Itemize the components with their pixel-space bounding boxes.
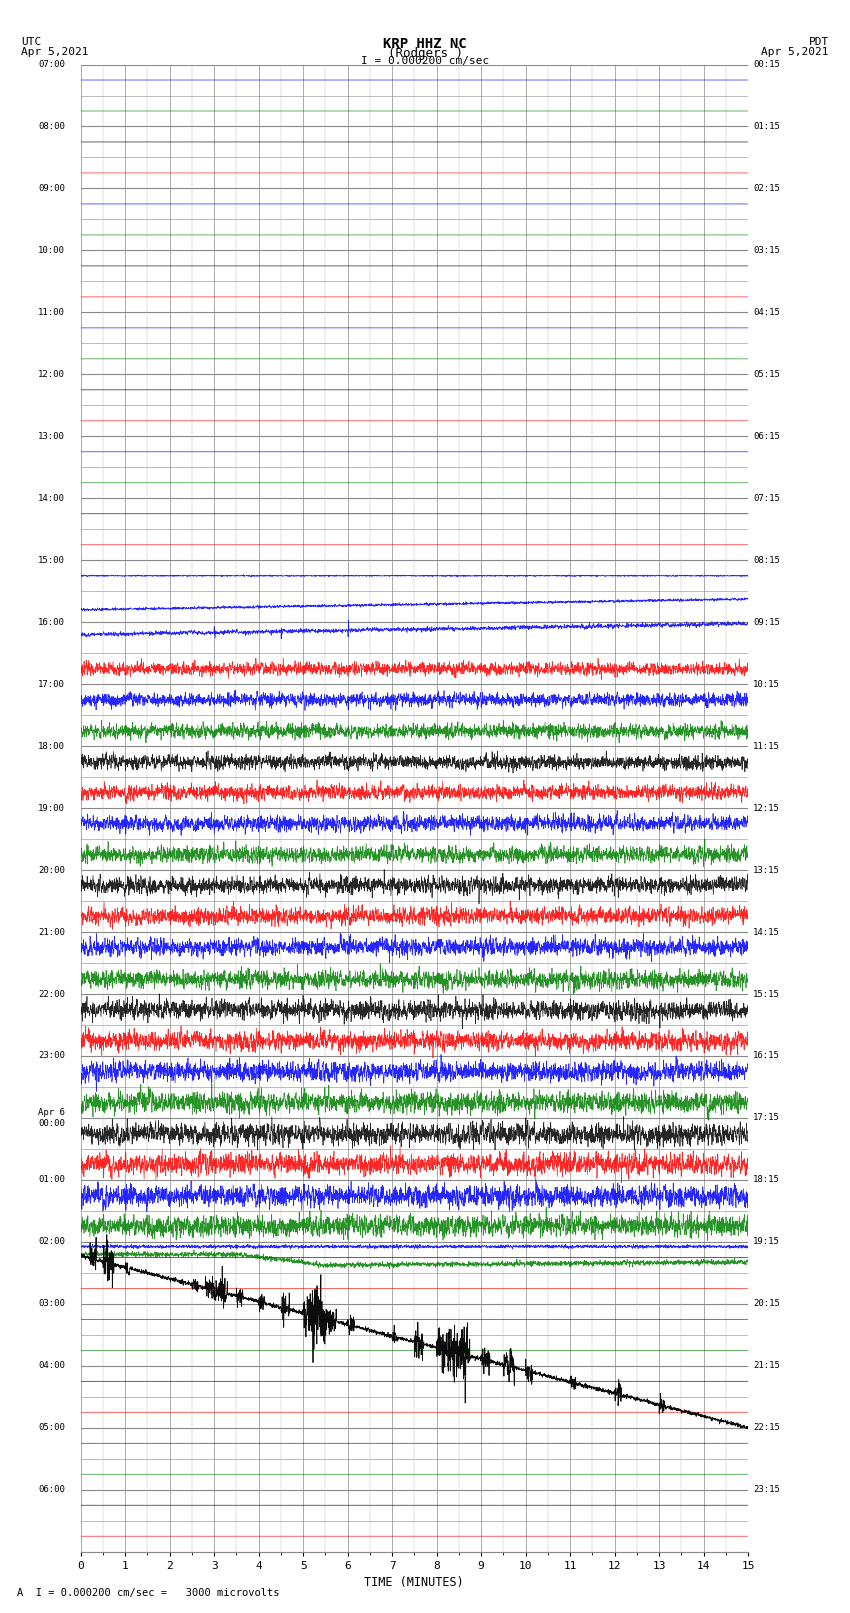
Text: 10:15: 10:15 xyxy=(753,679,780,689)
Text: 21:15: 21:15 xyxy=(753,1361,780,1371)
Text: 14:00: 14:00 xyxy=(38,494,65,503)
Text: PDT: PDT xyxy=(808,37,829,47)
Text: 03:15: 03:15 xyxy=(753,245,780,255)
Text: 05:15: 05:15 xyxy=(753,369,780,379)
Text: 05:00: 05:00 xyxy=(38,1423,65,1432)
Text: 08:15: 08:15 xyxy=(753,556,780,565)
Text: 11:00: 11:00 xyxy=(38,308,65,316)
Text: UTC: UTC xyxy=(21,37,42,47)
Text: Apr 5,2021: Apr 5,2021 xyxy=(762,47,829,56)
Text: 09:00: 09:00 xyxy=(38,184,65,194)
Text: 06:00: 06:00 xyxy=(38,1486,65,1494)
Text: 23:00: 23:00 xyxy=(38,1052,65,1060)
Text: 20:15: 20:15 xyxy=(753,1300,780,1308)
Text: 04:00: 04:00 xyxy=(38,1361,65,1371)
Text: A  I = 0.000200 cm/sec =   3000 microvolts: A I = 0.000200 cm/sec = 3000 microvolts xyxy=(17,1589,280,1598)
Text: 22:15: 22:15 xyxy=(753,1423,780,1432)
Text: 15:00: 15:00 xyxy=(38,556,65,565)
Text: 15:15: 15:15 xyxy=(753,989,780,998)
Text: 20:00: 20:00 xyxy=(38,866,65,874)
Text: 08:00: 08:00 xyxy=(38,123,65,131)
Text: 00:15: 00:15 xyxy=(753,60,780,69)
Text: 10:00: 10:00 xyxy=(38,245,65,255)
Text: 12:15: 12:15 xyxy=(753,803,780,813)
Text: 16:00: 16:00 xyxy=(38,618,65,627)
Text: 02:15: 02:15 xyxy=(753,184,780,194)
Text: 06:15: 06:15 xyxy=(753,432,780,440)
Text: Apr 5,2021: Apr 5,2021 xyxy=(21,47,88,56)
Text: 07:00: 07:00 xyxy=(38,60,65,69)
Text: 19:15: 19:15 xyxy=(753,1237,780,1247)
Text: 17:15: 17:15 xyxy=(753,1113,780,1123)
Text: 09:15: 09:15 xyxy=(753,618,780,627)
Text: 13:15: 13:15 xyxy=(753,866,780,874)
Text: 01:15: 01:15 xyxy=(753,123,780,131)
Text: 04:15: 04:15 xyxy=(753,308,780,316)
X-axis label: TIME (MINUTES): TIME (MINUTES) xyxy=(365,1576,464,1589)
Text: 22:00: 22:00 xyxy=(38,989,65,998)
Text: 12:00: 12:00 xyxy=(38,369,65,379)
Text: 03:00: 03:00 xyxy=(38,1300,65,1308)
Text: 11:15: 11:15 xyxy=(753,742,780,750)
Text: KRP HHZ NC: KRP HHZ NC xyxy=(383,37,467,52)
Text: 18:15: 18:15 xyxy=(753,1176,780,1184)
Text: 14:15: 14:15 xyxy=(753,927,780,937)
Text: Apr 6
00:00: Apr 6 00:00 xyxy=(38,1108,65,1127)
Text: 23:15: 23:15 xyxy=(753,1486,780,1494)
Text: 13:00: 13:00 xyxy=(38,432,65,440)
Text: 01:00: 01:00 xyxy=(38,1176,65,1184)
Text: 19:00: 19:00 xyxy=(38,803,65,813)
Text: 02:00: 02:00 xyxy=(38,1237,65,1247)
Text: 17:00: 17:00 xyxy=(38,679,65,689)
Text: 21:00: 21:00 xyxy=(38,927,65,937)
Text: 07:15: 07:15 xyxy=(753,494,780,503)
Text: 16:15: 16:15 xyxy=(753,1052,780,1060)
Text: I = 0.000200 cm/sec: I = 0.000200 cm/sec xyxy=(361,56,489,66)
Text: 18:00: 18:00 xyxy=(38,742,65,750)
Text: (Rodgers ): (Rodgers ) xyxy=(388,47,462,60)
